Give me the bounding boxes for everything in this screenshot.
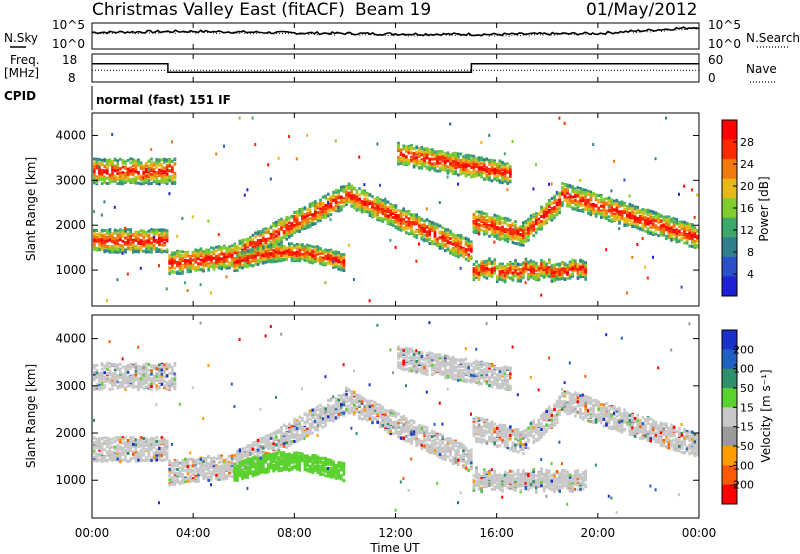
nsearch-line [91, 26, 700, 37]
beam-title: Beam 19 [355, 0, 431, 20]
freq-label: Freq. [10, 53, 40, 67]
nsky-line [91, 26, 700, 37]
x-tick-label: 00:00 [682, 526, 717, 540]
power-colorbar-segment [722, 276, 737, 297]
power-colorbar-segment [722, 217, 737, 238]
velocity-colorbar-segment [722, 426, 737, 447]
freq-tick-top: 18 [62, 53, 77, 67]
velocity-colorbar-segment [722, 330, 737, 350]
velocity-colorbar-segment [722, 388, 737, 408]
freq-line [92, 63, 699, 73]
power-colorbar-segment [722, 159, 737, 180]
power-heatmap [93, 116, 699, 303]
velocity-ylabel: Slant Range [km] [24, 364, 38, 468]
cpid-label: CPID [4, 89, 36, 103]
velocity-colorbar-segment [722, 484, 737, 505]
power-colorbar-segment [722, 237, 737, 258]
power-ytick-label: 3000 [55, 173, 86, 187]
power-ytick-label: 4000 [55, 128, 86, 142]
power-colorbar-tick-label: 12 [740, 224, 754, 237]
date-title: 01/May/2012 [586, 0, 698, 20]
velocity-colorbar-segment [722, 368, 737, 389]
velocity-colorbar-segment [722, 349, 737, 370]
freq-panel: Freq. [MHz] 18 8 60 0 Nave [4, 53, 777, 85]
velocity-colorbar-segment [722, 446, 737, 466]
velocity-ytick-label: 4000 [55, 332, 86, 346]
power-colorbar: 28 24 20 16 12 8 4 [721, 119, 754, 297]
x-tick-label: 16:00 [479, 526, 514, 540]
nsky-label: N.Sky [4, 31, 38, 45]
station-title: Christmas Valley East (fitACF) [92, 0, 345, 20]
power-ytick-label: 1000 [55, 263, 86, 277]
velocity-ytick-label: 3000 [55, 379, 86, 393]
noise-left-tick-bottom: 10^0 [52, 37, 85, 51]
velocity-colorbar-segment [722, 407, 737, 428]
x-tick-label: 20:00 [581, 526, 616, 540]
power-ytick-label: 2000 [55, 218, 86, 232]
nave-label: Nave [746, 62, 777, 76]
x-tick-label: 00:00 [75, 526, 110, 540]
velocity-colorbar-tick-label: 15 [740, 401, 754, 414]
velocity-colorbar-tick-label: -15 [736, 421, 754, 434]
time-axis-label: Time UT [369, 541, 420, 554]
power-colorbar-segment [722, 256, 737, 277]
cpid-row: CPID normal (fast) 151 IF [4, 86, 231, 110]
velocity-colorbar-tick-label: -100 [729, 459, 754, 472]
power-colorbar-tick-label: 4 [747, 268, 754, 281]
velocity-colorbar-tick-label: 200 [733, 343, 754, 356]
power-colorbar-segment [722, 120, 737, 141]
x-tick-label: 04:00 [176, 526, 211, 540]
noise-right-tick-top: 10^5 [708, 18, 741, 32]
power-ylabel: Slant Range [km] [24, 157, 38, 261]
power-colorbar-tick-label: 28 [740, 136, 754, 149]
freq-tick-bottom: 8 [68, 71, 76, 85]
nave-tick-top: 60 [708, 53, 723, 67]
velocity-colorbar-frame [721, 329, 738, 505]
nave-tick-bottom: 0 [708, 71, 716, 85]
velocity-ytick-label: 1000 [55, 473, 86, 487]
velocity-colorbar-tick-label: 100 [733, 363, 754, 376]
power-colorbar-tick-label: 8 [747, 246, 754, 259]
power-colorbar-label: Power [dB] [757, 176, 771, 241]
power-colorbar-tick-label: 24 [740, 158, 754, 171]
noise-left-tick-top: 10^5 [52, 18, 85, 32]
noise-panel: N.Sky 10^5 10^0 10^5 10^0 N.Search [4, 18, 800, 51]
velocity-heatmap [93, 321, 699, 514]
power-colorbar-segment [722, 198, 737, 219]
velocity-colorbar: 200 100 50 15 -15 -50 -100 -200 [721, 329, 754, 505]
velocity-colorbar-tick-label: -50 [736, 440, 754, 453]
power-colorbar-segment [722, 178, 737, 199]
power-colorbar-segment [722, 139, 737, 160]
velocity-colorbar-tick-label: 50 [740, 382, 754, 395]
power-colorbar-tick-label: 16 [740, 202, 754, 215]
nsearch-label: N.Search [746, 31, 800, 45]
velocity-ytick-label: 2000 [55, 426, 86, 440]
cpid-text: normal (fast) 151 IF [96, 93, 231, 107]
x-tick-label: 08:00 [277, 526, 312, 540]
velocity-colorbar-tick-label: -200 [729, 479, 754, 492]
power-colorbar-tick-label: 20 [740, 180, 754, 193]
velocity-colorbar-label: Velocity [m s⁻¹] [759, 369, 773, 462]
velocity-colorbar-segment [722, 465, 737, 486]
power-panel: 1000 2000 3000 4000 Slant Range [km] 28 24 20… [24, 112, 771, 307]
x-tick-label: 12:00 [378, 526, 413, 540]
noise-right-tick-bottom: 10^0 [708, 37, 741, 51]
freq-unit-label: [MHz] [4, 66, 39, 80]
